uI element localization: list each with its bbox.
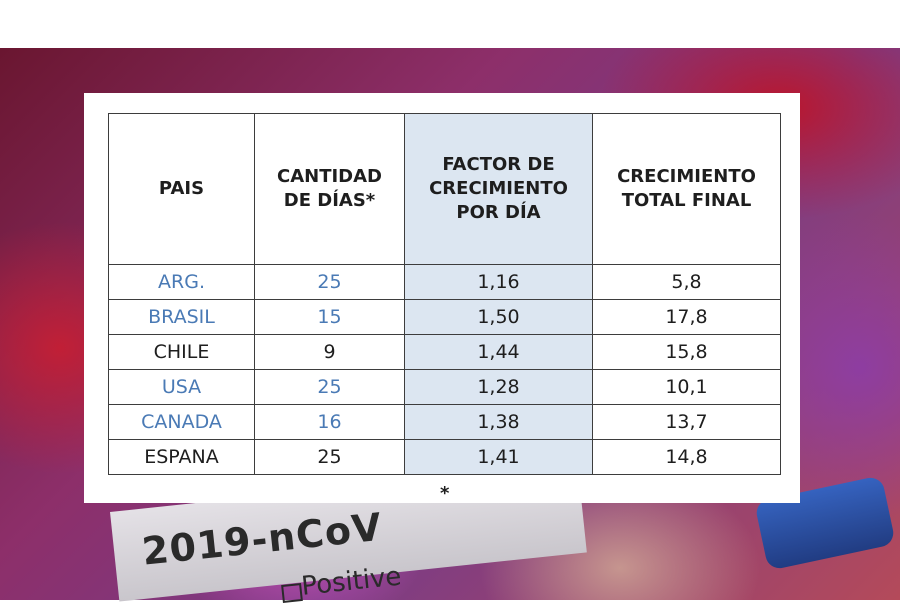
cell-factor: 1,28 [404,369,593,405]
table-row: USA 25 1,28 10,1 [108,369,781,405]
cell-total: 15,8 [592,334,781,370]
cell-factor: 1,41 [404,439,593,475]
cell-dias: 25 [254,439,405,475]
cell-factor: 1,44 [404,334,593,370]
cell-pais: USA [108,369,255,405]
cell-factor: 1,50 [404,299,593,335]
table-row: CHILE 9 1,44 15,8 [108,334,781,370]
cell-total: 14,8 [592,439,781,475]
cell-factor: 1,38 [404,404,593,440]
cell-pais: CHILE [108,334,255,370]
table-header-row: PAIS CANTIDAD DE DÍAS* FACTOR DE CRECIMI… [108,113,781,265]
table-row: ESPANA 25 1,41 14,8 [108,439,781,475]
cell-pais: BRASIL [108,299,255,335]
cell-total: 10,1 [592,369,781,405]
cell-dias: 16 [254,404,405,440]
cell-total: 5,8 [592,264,781,300]
top-margin [0,0,900,48]
cell-dias: 25 [254,369,405,405]
header-cantidad-dias: CANTIDAD DE DÍAS* [254,113,405,265]
cell-factor: 1,16 [404,264,593,300]
header-crecimiento-total: CRECIMIENTO TOTAL FINAL [592,113,781,265]
cell-dias: 25 [254,264,405,300]
header-factor-crecimiento: FACTOR DE CRECIMIENTO POR DÍA [404,113,593,265]
cell-pais: ESPANA [108,439,255,475]
table-panel: PAIS CANTIDAD DE DÍAS* FACTOR DE CRECIMI… [84,93,800,504]
footnote: * [440,483,450,504]
cell-total: 17,8 [592,299,781,335]
cell-total: 13,7 [592,404,781,440]
cell-pais: CANADA [108,404,255,440]
cell-dias: 15 [254,299,405,335]
table-row: ARG. 25 1,16 5,8 [108,264,781,300]
cell-dias: 9 [254,334,405,370]
header-pais: PAIS [108,113,255,265]
table-row: CANADA 16 1,38 13,7 [108,404,781,440]
cell-pais: ARG. [108,264,255,300]
growth-table: PAIS CANTIDAD DE DÍAS* FACTOR DE CRECIMI… [108,113,781,475]
table-row: BRASIL 15 1,50 17,8 [108,299,781,335]
